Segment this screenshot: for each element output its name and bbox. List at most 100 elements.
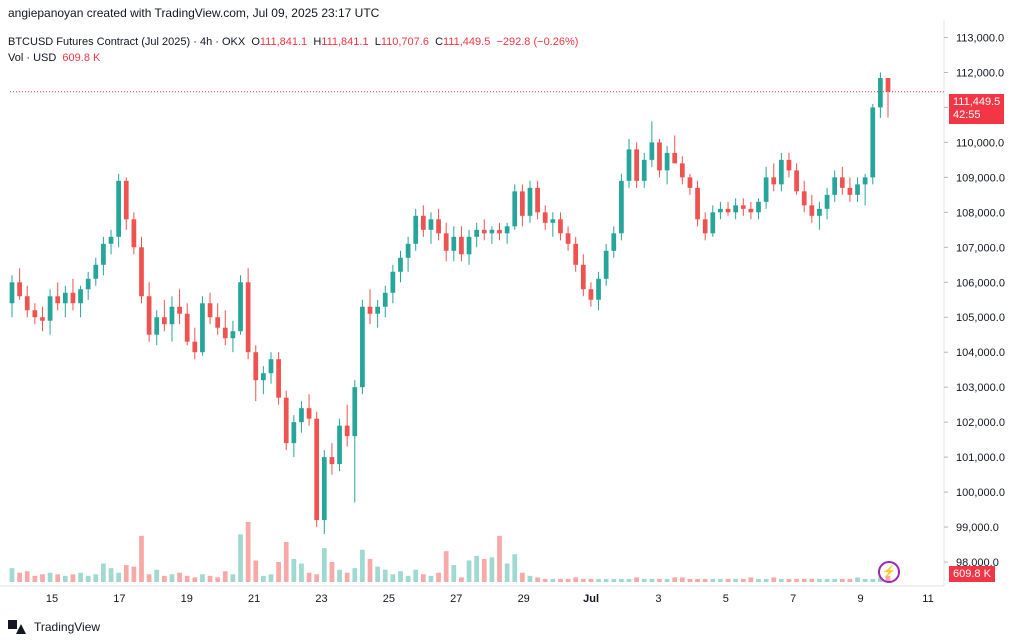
candle-body xyxy=(649,142,655,160)
volume-bar xyxy=(756,578,761,582)
volume-bar xyxy=(588,578,594,582)
candle-body xyxy=(626,149,632,181)
candle-body xyxy=(558,219,563,234)
volume-bar xyxy=(809,578,815,582)
candle-body xyxy=(641,159,647,181)
volume-bar xyxy=(215,577,221,582)
candle-body xyxy=(62,292,68,304)
candle-body xyxy=(55,296,61,304)
candle-body xyxy=(489,229,495,234)
volume-bar xyxy=(672,577,678,582)
candle-body xyxy=(405,243,411,258)
volume-bar xyxy=(801,578,807,582)
candle-body xyxy=(436,219,441,234)
candle-body xyxy=(131,219,137,248)
y-tick-label: 100,000.0 xyxy=(956,487,1005,499)
candle-body xyxy=(550,219,556,223)
volume-legend-value: 609.8 K xyxy=(62,52,101,64)
candle-body xyxy=(474,229,480,237)
volume-bar xyxy=(108,568,114,582)
volume-bar xyxy=(405,575,411,582)
candle-body xyxy=(756,201,761,213)
volume-bar xyxy=(862,578,868,582)
volume-bar xyxy=(207,575,213,582)
volume-bar xyxy=(794,578,799,582)
volume-bar xyxy=(550,578,556,582)
volume-bar xyxy=(679,577,685,582)
candle-body xyxy=(748,208,754,213)
candle-body xyxy=(398,257,403,272)
volume-bar xyxy=(47,572,53,582)
volume-bar xyxy=(17,572,22,582)
volume-bar xyxy=(855,577,860,582)
volume-bar xyxy=(299,563,304,582)
volume-bar xyxy=(740,578,746,582)
candle-body xyxy=(222,327,228,339)
volume-bar xyxy=(367,558,373,582)
x-tick-label: 21 xyxy=(248,593,260,605)
volume-bar xyxy=(664,578,670,582)
candle-body xyxy=(306,408,312,419)
volume-bar xyxy=(474,555,480,582)
candle-body xyxy=(862,177,868,185)
volume-bar xyxy=(85,575,91,582)
y-tick-label: 109,000.0 xyxy=(956,172,1005,184)
candle-body xyxy=(878,78,883,108)
candle-body xyxy=(870,107,876,178)
volume-bar xyxy=(535,577,540,582)
candle-body xyxy=(763,177,769,202)
volume-bar xyxy=(230,574,236,582)
candle-body xyxy=(337,425,342,465)
candle-body xyxy=(596,278,601,300)
volume-bar xyxy=(192,577,198,582)
close-label: C xyxy=(435,36,444,48)
lightning-icon[interactable]: ⚡ xyxy=(878,561,900,583)
candle-body xyxy=(520,191,525,216)
symbol-label[interactable]: BTCUSD Futures Contract (Jul 2025) · 4h … xyxy=(8,36,246,48)
volume-bar xyxy=(771,577,777,582)
candle-body xyxy=(451,236,457,251)
volume-bar xyxy=(817,578,822,582)
volume-bar xyxy=(573,577,579,582)
volume-bar xyxy=(718,578,723,582)
y-tick-label: 103,000.0 xyxy=(956,382,1005,394)
candle-body xyxy=(664,152,670,171)
candle-body xyxy=(215,317,221,328)
candle-body xyxy=(573,243,579,265)
candle-body xyxy=(565,233,571,244)
candle-body xyxy=(367,306,373,314)
candle-body xyxy=(192,341,198,353)
x-tick-label: 15 xyxy=(46,593,58,605)
candle-body xyxy=(146,296,152,335)
candle-body xyxy=(390,271,396,293)
volume-bar xyxy=(123,565,129,582)
candle-body xyxy=(679,163,685,178)
candle-body xyxy=(634,149,639,181)
candle-body xyxy=(687,177,693,188)
candle-body xyxy=(839,177,845,188)
volume-legend-label[interactable]: Vol · USD xyxy=(8,52,57,64)
x-tick-label: 7 xyxy=(790,593,796,605)
volume-bar xyxy=(261,575,266,582)
volume-bar xyxy=(344,572,350,582)
candle-body xyxy=(443,233,449,251)
candle-body xyxy=(261,373,266,381)
volume-bar xyxy=(161,575,167,582)
candle-body xyxy=(428,219,434,230)
candle-body xyxy=(481,229,487,234)
volume-bar xyxy=(603,578,609,582)
candle-body xyxy=(580,264,586,290)
volume-bar xyxy=(24,571,30,582)
volume-bar xyxy=(520,572,525,582)
candle-body xyxy=(718,208,723,213)
candle-body xyxy=(230,331,236,339)
volume-bar xyxy=(398,571,403,582)
candle-body xyxy=(169,306,175,325)
candle-body xyxy=(801,191,807,206)
candle-body xyxy=(116,180,122,237)
volume-bar xyxy=(146,574,152,582)
volume-bar xyxy=(55,574,61,582)
candle-body xyxy=(466,236,472,255)
y-tick-label: 105,000.0 xyxy=(956,312,1005,324)
